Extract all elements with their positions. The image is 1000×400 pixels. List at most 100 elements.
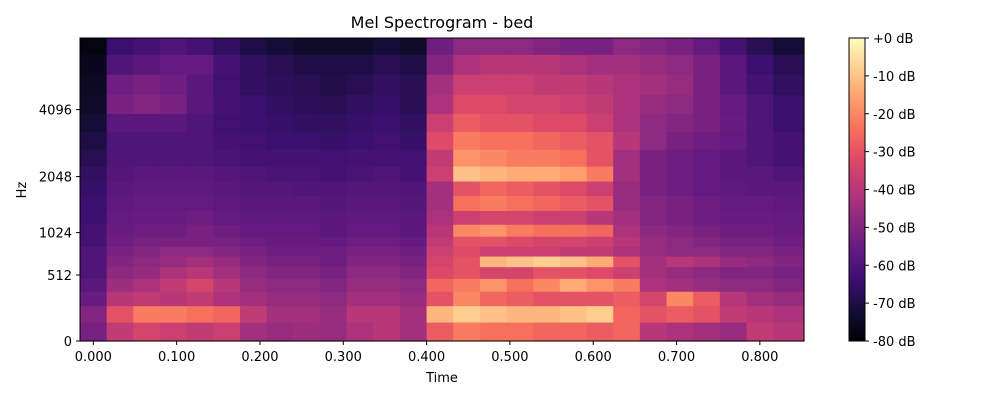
heatmap-cell <box>346 266 374 279</box>
heatmap-cell <box>239 305 268 323</box>
heatmap-cell <box>479 149 508 167</box>
heatmap-cell <box>293 166 321 182</box>
heatmap-cell <box>80 113 108 133</box>
x-axis: 0.000 0.100 0.200 0.300 0.400 0.500 0.600 0.700… <box>75 341 778 365</box>
heatmap-cell <box>693 38 721 55</box>
heatmap-cell <box>266 291 294 307</box>
heatmap-cell <box>266 113 294 133</box>
heatmap-cell <box>773 291 805 307</box>
heatmap-cell <box>559 321 588 342</box>
heatmap-cell <box>746 73 774 95</box>
heatmap-cell <box>346 236 374 247</box>
heatmap-cell <box>479 54 508 75</box>
heatmap-cell <box>293 224 321 237</box>
heatmap-cell <box>693 149 721 167</box>
heatmap-cell <box>80 73 108 95</box>
heatmap-cell <box>613 255 641 268</box>
heatmap-cell <box>399 113 428 133</box>
heatmap-cell <box>773 195 805 211</box>
heatmap-cell <box>479 266 508 279</box>
heatmap-cell <box>399 278 428 292</box>
heatmap-cell <box>133 113 161 133</box>
heatmap-cell <box>533 73 561 95</box>
heatmap-cell <box>186 180 214 196</box>
heatmap-cell <box>613 180 641 196</box>
x-tick-label: 0.000 <box>75 350 112 365</box>
heatmap-cell <box>506 246 534 257</box>
heatmap-cell <box>479 113 508 133</box>
heatmap-cell <box>80 246 108 257</box>
heatmap-cell <box>479 73 508 95</box>
heatmap-cell <box>719 38 748 55</box>
heatmap-cell <box>693 94 721 114</box>
heatmap-cell <box>346 38 374 55</box>
heatmap-cell <box>773 236 805 247</box>
heatmap-cell <box>213 224 241 237</box>
heatmap-cell <box>213 305 241 323</box>
colorbar-tick-label: -30 dB <box>873 146 916 161</box>
heatmap-cell <box>399 321 428 342</box>
heatmap-cell <box>213 236 241 247</box>
heatmap-cell <box>80 166 108 182</box>
heatmap-cell <box>666 224 694 237</box>
heatmap-cell <box>80 266 108 279</box>
heatmap-cell <box>746 38 774 55</box>
heatmap-cell <box>239 255 268 268</box>
heatmap-cell <box>586 113 614 133</box>
heatmap-cell <box>266 224 294 237</box>
heatmap-cell <box>426 321 454 342</box>
heatmap-cell <box>159 224 188 237</box>
heatmap-cell <box>106 266 134 279</box>
heatmap-cell <box>293 321 321 342</box>
heatmap-cell <box>533 131 561 150</box>
heatmap-cell <box>639 224 668 237</box>
heatmap-cell <box>186 224 214 237</box>
heatmap-cell <box>239 180 268 196</box>
heatmap-cell <box>239 166 268 182</box>
heatmap-cell <box>373 266 401 279</box>
heatmap-cell <box>479 210 508 225</box>
heatmap-cell <box>373 291 401 307</box>
heatmap-cell <box>586 195 614 211</box>
heatmap-cell <box>399 131 428 150</box>
heatmap-cell <box>106 195 134 211</box>
heatmap-cell <box>266 210 294 225</box>
heatmap-cell <box>159 210 188 225</box>
heatmap-cell <box>426 291 454 307</box>
heatmap-cell <box>719 278 748 292</box>
heatmap-cell <box>719 305 748 323</box>
heatmap-cell <box>746 149 774 167</box>
heatmap-cell <box>639 94 668 114</box>
heatmap-cell <box>613 321 641 342</box>
chart-title: Mel Spectrogram - bed <box>351 13 534 32</box>
heatmap-cell <box>719 94 748 114</box>
heatmap-cell <box>266 180 294 196</box>
heatmap-cell <box>346 195 374 211</box>
heatmap-cell <box>773 38 805 55</box>
heatmap-cell <box>559 195 588 211</box>
heatmap-cell <box>586 180 614 196</box>
heatmap-cell <box>106 38 134 55</box>
heatmap-cell <box>533 166 561 182</box>
heatmap-cell <box>693 255 721 268</box>
x-tick-label: 0.100 <box>158 350 195 365</box>
x-tick-label: 0.700 <box>658 350 695 365</box>
heatmap-cell <box>399 54 428 75</box>
heatmap-cell <box>639 278 668 292</box>
heatmap-cell <box>80 291 108 307</box>
heatmap-cell <box>773 149 805 167</box>
heatmap-cell <box>719 266 748 279</box>
colorbar <box>848 37 866 342</box>
heatmap-cell <box>506 149 534 167</box>
heatmap-cell <box>213 131 241 150</box>
colorbar-tick-label: -70 dB <box>873 297 916 312</box>
heatmap-cell <box>453 255 481 268</box>
heatmap-cell <box>666 266 694 279</box>
heatmap-cell <box>186 54 214 75</box>
heatmap-cell <box>533 180 561 196</box>
heatmap-cell <box>133 94 161 114</box>
heatmap-cell <box>293 149 321 167</box>
heatmap-cell <box>399 166 428 182</box>
heatmap-cell <box>613 305 641 323</box>
heatmap-cell <box>613 278 641 292</box>
